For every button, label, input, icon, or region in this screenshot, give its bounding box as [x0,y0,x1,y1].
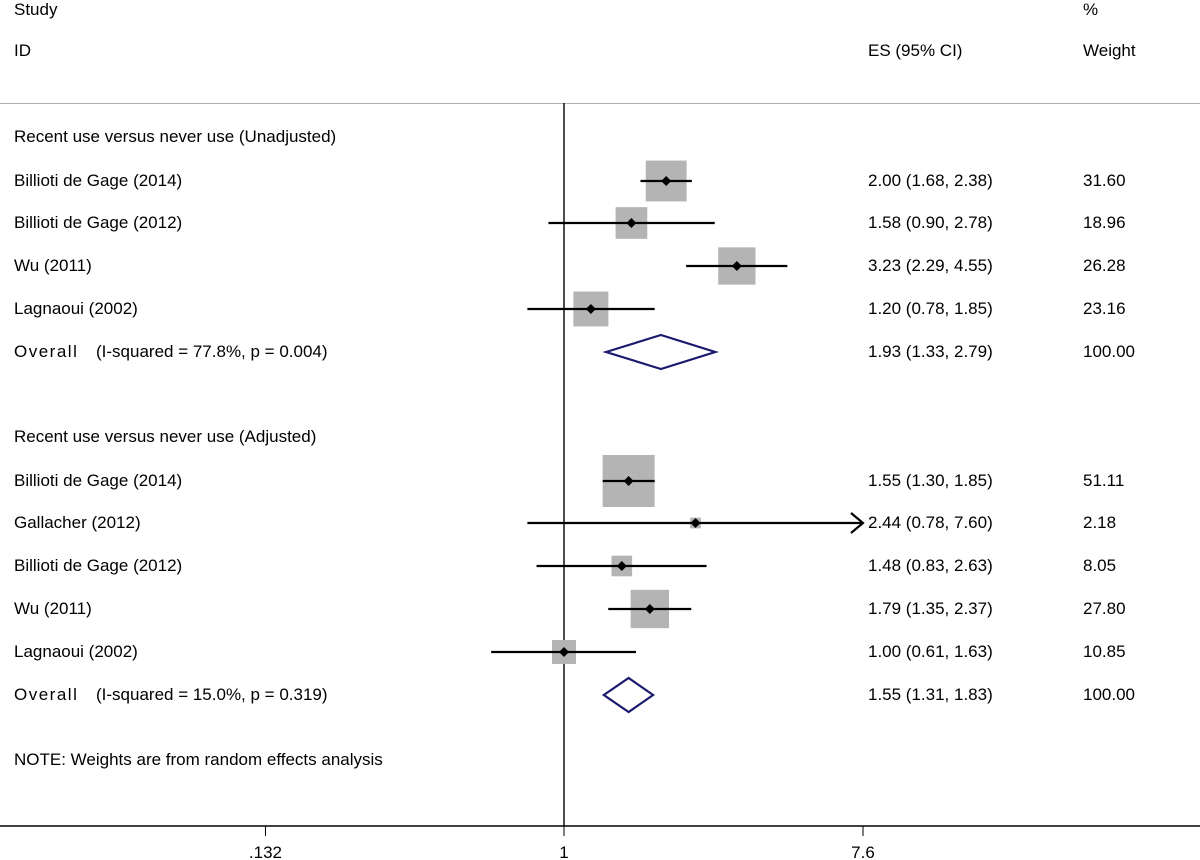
study-label: Wu (2011) [14,256,92,275]
study-label: Gallacher (2012) [14,513,141,532]
point-estimate [585,304,596,314]
overall-heterogeneity: (I-squared = 15.0%, p = 0.319) [96,685,328,704]
header-study: Study [14,0,58,19]
ci-arrow [850,512,865,534]
study-weight: 10.85 [1083,642,1126,661]
point-estimate [623,476,634,486]
study-es-ci: 3.23 (2.29, 4.55) [868,256,993,275]
study-weight: 2.18 [1083,513,1117,532]
study-es-ci: 1.20 (0.78, 1.85) [868,299,993,318]
study-label: Billioti de Gage (2014) [14,471,183,490]
header-id: ID [14,41,31,60]
study-label: Billioti de Gage (2012) [14,556,183,575]
header-weight: Weight [1083,41,1136,60]
overall-diamond [602,333,719,371]
study-label: Billioti de Gage (2012) [14,213,183,232]
x-tick-label: 1 [559,843,568,860]
point-estimate [626,218,637,228]
overall-heterogeneity: (I-squared = 77.8%, p = 0.004) [96,342,328,361]
overall-weight: 100.00 [1083,342,1135,361]
group-title: Recent use versus never use (Adjusted) [14,427,317,446]
study-weight: 18.96 [1083,213,1126,232]
point-estimate [644,604,655,614]
study-weight: 26.28 [1083,256,1126,275]
overall-es-ci: 1.93 (1.33, 2.79) [868,342,993,361]
x-tick-label: 7.6 [851,843,875,860]
study-weight: 23.16 [1083,299,1126,318]
study-label: Billioti de Gage (2014) [14,171,183,190]
header-divider [0,103,1200,104]
study-es-ci: 2.44 (0.78, 7.60) [868,513,993,532]
study-weight: 51.11 [1083,471,1125,490]
study-weight: 8.05 [1083,556,1117,575]
study-label: Wu (2011) [14,599,92,618]
header-percent: % [1083,0,1099,19]
point-estimate [690,518,701,528]
point-estimate [731,261,742,271]
x-tick-label: .132 [249,843,282,860]
study-label: Lagnaoui (2002) [14,642,138,661]
point-estimate [616,561,627,571]
point-estimate [661,176,672,186]
study-es-ci: 2.00 (1.68, 2.38) [868,171,993,190]
study-es-ci: 1.58 (0.90, 2.78) [868,213,993,232]
study-es-ci: 1.79 (1.35, 2.37) [868,599,993,618]
study-weight: 31.60 [1083,171,1126,190]
footnote: NOTE: Weights are from random effects an… [14,750,383,769]
study-es-ci: 1.55 (1.30, 1.85) [868,471,993,490]
overall-label: Overall [14,342,79,361]
overall-es-ci: 1.55 (1.31, 1.83) [868,685,993,704]
header-es-label: ES (95% CI) [868,41,963,60]
overall-weight: 100.00 [1083,685,1135,704]
overall-label: Overall [14,685,79,704]
study-label: Lagnaoui (2002) [14,299,138,318]
overall-diamond [601,676,656,714]
study-es-ci: 1.48 (0.83, 2.63) [868,556,993,575]
group-title: Recent use versus never use (Unadjusted) [14,127,337,146]
study-weight: 27.80 [1083,599,1126,618]
study-es-ci: 1.00 (0.61, 1.63) [868,642,993,661]
point-estimate [559,647,569,657]
